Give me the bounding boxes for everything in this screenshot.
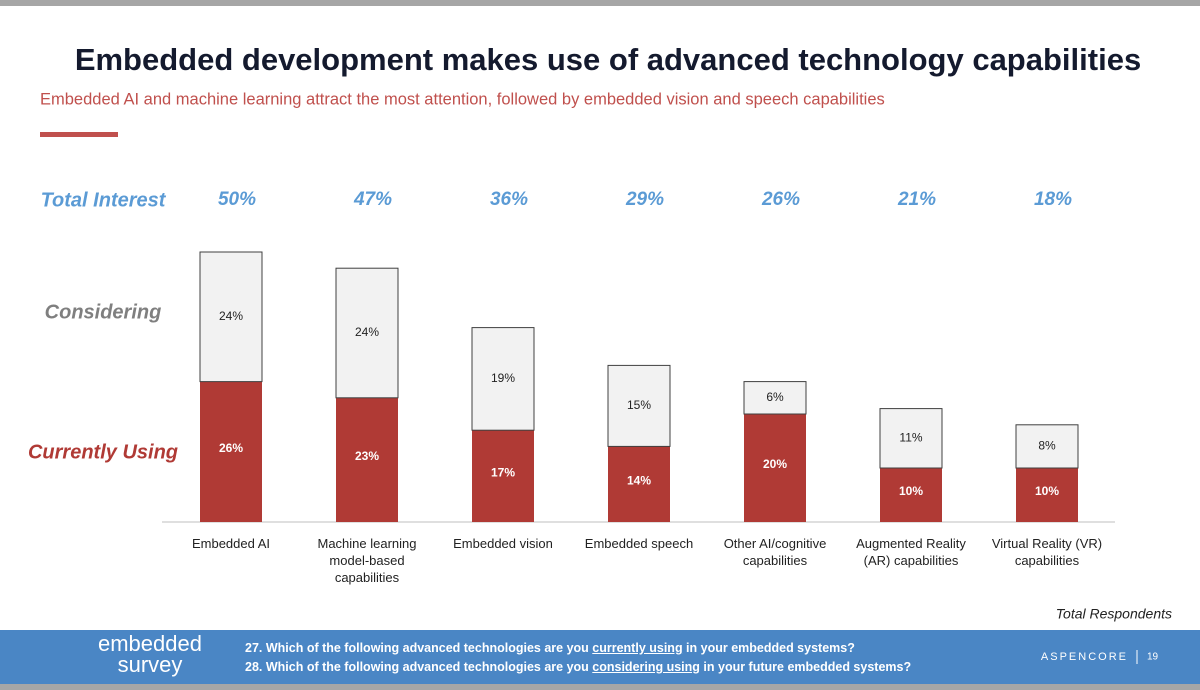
- data-label: 26%: [219, 441, 243, 455]
- total-label: 26%: [761, 189, 800, 210]
- data-label: 8%: [1038, 439, 1056, 453]
- data-label: 6%: [766, 390, 784, 404]
- data-label: 15%: [627, 398, 651, 412]
- x-tick-label: Embedded speech: [584, 536, 694, 551]
- bar-segment: [335, 267, 399, 399]
- total-label: 18%: [1034, 189, 1072, 210]
- total-interest-label: Total Interest: [41, 189, 167, 211]
- bar-segment: [1015, 424, 1079, 469]
- x-tick-label: Embedded vision: [453, 536, 553, 551]
- footer-band: [0, 630, 1200, 684]
- question-part: currently using: [592, 641, 683, 655]
- brand: ASPENCORE: [1041, 651, 1128, 663]
- bottom-border: [0, 684, 1200, 690]
- bar-segment: [743, 381, 807, 415]
- question-part: considering using: [592, 660, 700, 674]
- bar-segment: [879, 408, 943, 469]
- question-part: in your future embedded systems?: [699, 660, 912, 674]
- bar-segment: [472, 430, 534, 522]
- x-tick-label: Machine learning model-based capabilitie…: [317, 536, 417, 585]
- data-label: 19%: [491, 371, 515, 385]
- page-number: 19: [1147, 652, 1159, 663]
- logo-text: embedded: [98, 631, 202, 656]
- data-label: 20%: [763, 457, 787, 471]
- bar-segment: [336, 397, 398, 522]
- accent-bar: [40, 132, 118, 137]
- legend-entry: Currently Using: [28, 441, 178, 463]
- bar-segment: [880, 468, 942, 522]
- data-label: 14%: [627, 473, 651, 487]
- x-tick-label: Virtual Reality (VR) capabilities: [991, 536, 1103, 568]
- logo-text: survey: [118, 652, 183, 677]
- chart-subtitle: Embedded AI and machine learning attract…: [40, 90, 885, 108]
- total-label: 21%: [897, 189, 936, 210]
- bar-segment: [199, 251, 263, 383]
- bar-segment: [744, 414, 806, 522]
- bar-segment: [1016, 468, 1078, 522]
- total-label: 36%: [490, 189, 528, 210]
- total-label: 29%: [625, 189, 664, 210]
- bar-segment: [471, 327, 535, 431]
- question: 27. Which of the following advanced tech…: [245, 641, 855, 655]
- x-tick-label: Other AI/cognitive capabilities: [723, 536, 827, 568]
- data-label: 10%: [1035, 484, 1059, 498]
- bar-segment: [200, 381, 262, 522]
- question-part: 28. Which of the following advanced tech…: [245, 660, 593, 674]
- data-label: 10%: [899, 484, 923, 498]
- x-tick-label: Embedded AI: [191, 536, 271, 551]
- legend-entry: Considering: [45, 301, 162, 323]
- question-part: 27. Which of the following advanced tech…: [245, 641, 593, 655]
- x-tick-label: Augmented Reality (AR) capabilities: [856, 536, 966, 568]
- question: 28. Which of the following advanced tech…: [245, 660, 911, 674]
- data-label: 17%: [491, 465, 515, 479]
- bar-segment: [607, 364, 671, 447]
- data-label: 24%: [219, 309, 243, 323]
- total-label: 47%: [353, 189, 392, 210]
- total-label: 50%: [218, 189, 256, 210]
- data-label: 24%: [355, 325, 379, 339]
- data-label: 23%: [355, 449, 379, 463]
- note: Total Respondents: [1056, 606, 1172, 622]
- question-part: in your embedded systems?: [682, 641, 855, 655]
- chart-title: Embedded development makes use of advanc…: [75, 42, 1141, 77]
- top-border: [0, 0, 1200, 6]
- bar-segment: [608, 446, 670, 522]
- data-label: 11%: [899, 430, 922, 444]
